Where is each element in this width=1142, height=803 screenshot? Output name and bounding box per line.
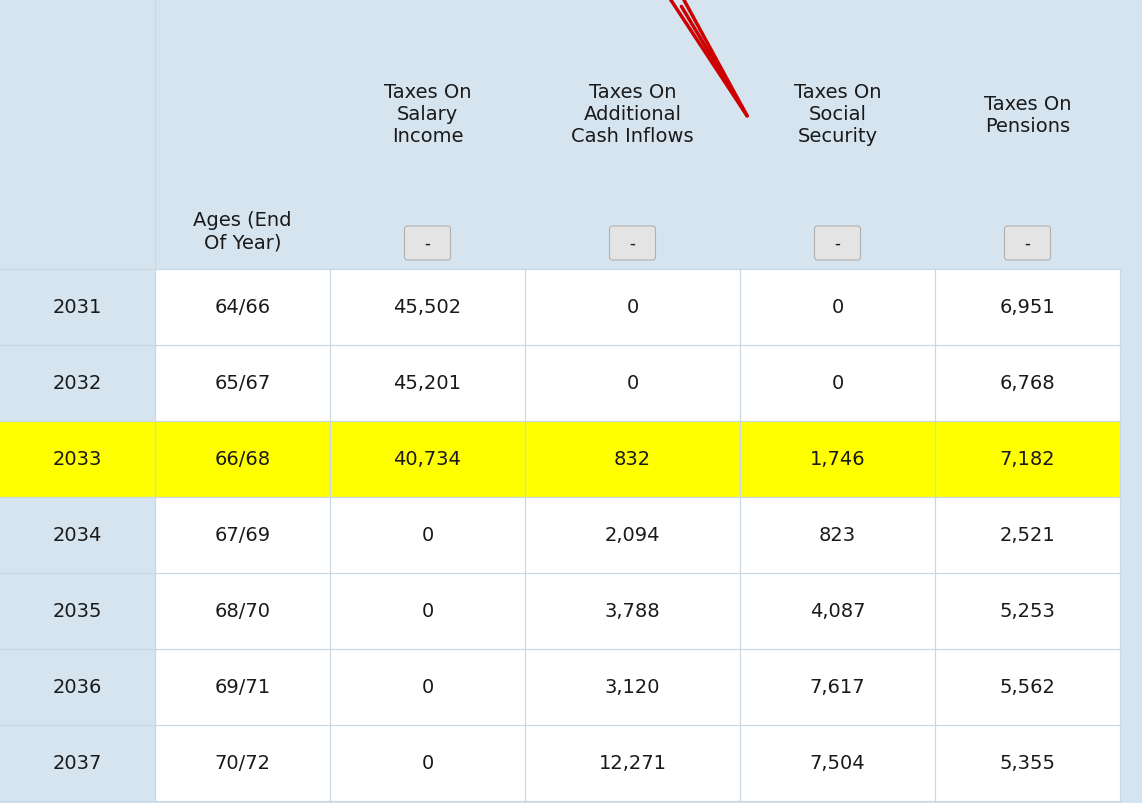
Text: 0: 0 bbox=[421, 678, 434, 697]
Text: Taxes On
Social
Security: Taxes On Social Security bbox=[794, 84, 882, 146]
Text: 0: 0 bbox=[831, 374, 844, 393]
Text: 12,271: 12,271 bbox=[598, 753, 667, 772]
Text: 2,521: 2,521 bbox=[999, 526, 1055, 544]
Text: 69/71: 69/71 bbox=[215, 678, 271, 697]
Bar bbox=[155, 270, 1120, 345]
Text: Taxes On
Pensions: Taxes On Pensions bbox=[983, 95, 1071, 136]
Text: 2032: 2032 bbox=[53, 374, 102, 393]
Text: 2033: 2033 bbox=[53, 450, 102, 469]
Text: 64/66: 64/66 bbox=[215, 298, 271, 317]
Text: 2035: 2035 bbox=[53, 601, 103, 621]
Text: 3,120: 3,120 bbox=[605, 678, 660, 697]
Text: -: - bbox=[1024, 234, 1030, 253]
Text: 45,502: 45,502 bbox=[394, 298, 461, 317]
Text: 65/67: 65/67 bbox=[215, 374, 271, 393]
Text: 2031: 2031 bbox=[53, 298, 102, 317]
Bar bbox=[0, 422, 1120, 497]
FancyBboxPatch shape bbox=[814, 226, 861, 261]
Text: 832: 832 bbox=[614, 450, 651, 469]
Text: 7,617: 7,617 bbox=[810, 678, 866, 697]
Text: 4,087: 4,087 bbox=[810, 601, 866, 621]
Text: 66/68: 66/68 bbox=[215, 450, 271, 469]
Text: 40,734: 40,734 bbox=[394, 450, 461, 469]
Text: Taxes On
Salary
Income: Taxes On Salary Income bbox=[384, 84, 472, 146]
Text: -: - bbox=[629, 234, 635, 253]
Text: 0: 0 bbox=[831, 298, 844, 317]
Bar bbox=[155, 649, 1120, 725]
Text: 67/69: 67/69 bbox=[215, 526, 271, 544]
Text: -: - bbox=[835, 234, 841, 253]
Text: 823: 823 bbox=[819, 526, 856, 544]
Text: 0: 0 bbox=[421, 601, 434, 621]
Text: 2036: 2036 bbox=[53, 678, 102, 697]
Bar bbox=[155, 725, 1120, 801]
Text: Taxes On
Additional
Cash Inflows: Taxes On Additional Cash Inflows bbox=[571, 84, 694, 146]
Text: 2037: 2037 bbox=[53, 753, 102, 772]
Text: 5,562: 5,562 bbox=[999, 678, 1055, 697]
Text: 5,355: 5,355 bbox=[999, 753, 1055, 772]
Text: -: - bbox=[425, 234, 431, 253]
Text: 3,788: 3,788 bbox=[604, 601, 660, 621]
Text: 5,253: 5,253 bbox=[999, 601, 1055, 621]
Text: 7,182: 7,182 bbox=[999, 450, 1055, 469]
Text: 2,094: 2,094 bbox=[605, 526, 660, 544]
Text: 68/70: 68/70 bbox=[215, 601, 271, 621]
Bar bbox=[155, 345, 1120, 422]
FancyBboxPatch shape bbox=[1005, 226, 1051, 261]
FancyBboxPatch shape bbox=[404, 226, 450, 261]
Text: 0: 0 bbox=[626, 374, 638, 393]
Text: 0: 0 bbox=[421, 753, 434, 772]
Text: 70/72: 70/72 bbox=[215, 753, 271, 772]
Text: 45,201: 45,201 bbox=[394, 374, 461, 393]
Text: Ages (End
Of Year): Ages (End Of Year) bbox=[193, 211, 291, 252]
FancyBboxPatch shape bbox=[610, 226, 656, 261]
Text: 0: 0 bbox=[421, 526, 434, 544]
Text: 7,504: 7,504 bbox=[810, 753, 866, 772]
Text: 0: 0 bbox=[626, 298, 638, 317]
Text: 6,951: 6,951 bbox=[999, 298, 1055, 317]
Text: 2034: 2034 bbox=[53, 526, 102, 544]
Bar bbox=[155, 573, 1120, 649]
Text: 6,768: 6,768 bbox=[999, 374, 1055, 393]
Text: 1,746: 1,746 bbox=[810, 450, 866, 469]
Bar bbox=[155, 497, 1120, 573]
